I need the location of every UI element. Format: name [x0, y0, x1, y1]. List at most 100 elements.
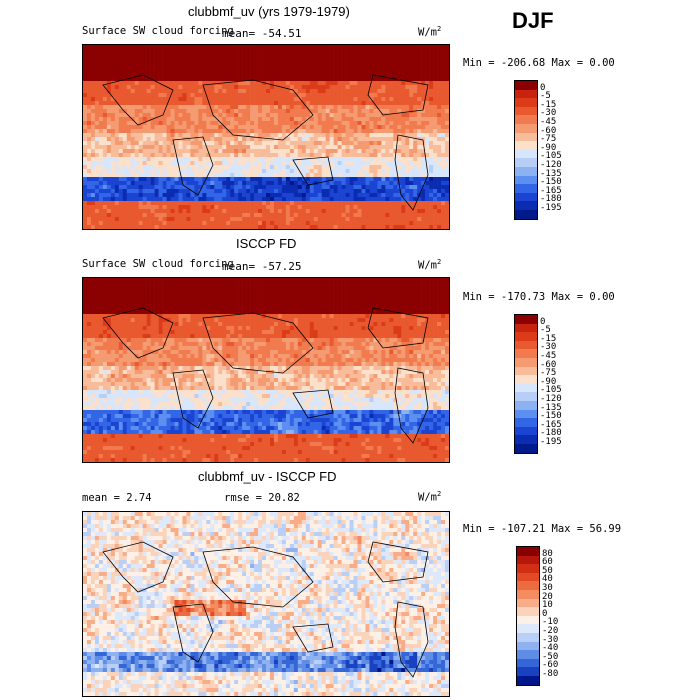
heatmap-cell [321, 290, 326, 295]
heatmap-cell [369, 101, 374, 106]
heatmap-cell [289, 89, 295, 94]
heatmap-cell [90, 129, 96, 134]
heatmap-cell [86, 65, 92, 70]
heatmap-cell [226, 101, 231, 106]
heatmap-cell [242, 109, 247, 114]
heatmap-cell [425, 197, 430, 202]
heatmap-cell [273, 189, 279, 194]
heatmap-cell [321, 205, 326, 210]
heatmap-cell [246, 193, 251, 198]
heatmap-cell [385, 282, 390, 287]
heatmap-cell [401, 173, 406, 178]
heatmap-cell [250, 105, 255, 110]
heatmap-cell [393, 125, 398, 130]
heatmap-cell [429, 69, 434, 74]
heatmap-cell [230, 129, 235, 134]
heatmap-cell [186, 85, 191, 90]
heatmap-cell [130, 282, 136, 287]
heatmap-cell [258, 105, 263, 110]
heatmap-cell [421, 225, 426, 229]
heatmap-cell [313, 157, 319, 162]
heatmap-cell [437, 141, 442, 146]
heatmap-cell [393, 282, 398, 287]
heatmap-cell [194, 282, 199, 287]
heatmap-cell [210, 81, 215, 86]
map-model [82, 44, 450, 230]
heatmap-cell [333, 105, 338, 110]
heatmap-cell [246, 145, 251, 150]
heatmap-cell [178, 153, 183, 158]
heatmap-cell [174, 137, 179, 142]
heatmap-cell [313, 185, 319, 190]
colorbar-tick-label: -45 [540, 117, 557, 127]
heatmap-cell [349, 193, 354, 198]
heatmap-cell [166, 53, 171, 58]
heatmap-cell [305, 302, 311, 307]
heatmap-cell [122, 286, 128, 291]
heatmap-cell [246, 286, 251, 291]
heatmap-cell [341, 282, 346, 287]
heatmap-cell [269, 213, 275, 218]
heatmap-cell [230, 197, 235, 202]
heatmap-cell [349, 61, 354, 66]
heatmap-cell [218, 105, 223, 110]
heatmap-cell [130, 185, 136, 190]
heatmap-cell [222, 209, 227, 214]
heatmap-cell [130, 286, 136, 291]
heatmap-cell [401, 93, 406, 98]
heatmap-cell [445, 45, 449, 50]
heatmap-cell [277, 173, 283, 178]
heatmap-cell [222, 133, 227, 138]
heatmap-cell [417, 165, 422, 170]
heatmap-cell [210, 201, 215, 206]
heatmap-cell [182, 181, 187, 186]
heatmap-cell [222, 85, 227, 90]
heatmap-cell [433, 197, 438, 202]
heatmap-cell [381, 209, 386, 214]
heatmap-cell [258, 57, 263, 62]
heatmap-cell [210, 306, 215, 311]
heatmap-cell [178, 221, 183, 226]
heatmap-cell [210, 121, 215, 126]
heatmap-cell [289, 153, 295, 158]
heatmap-cell [98, 294, 104, 299]
heatmap-cell [445, 161, 449, 166]
colorbar-tick-label: -30 [540, 108, 557, 119]
heatmap-cell [218, 77, 223, 82]
heatmap-cell [417, 61, 422, 66]
heatmap-cell [365, 205, 370, 210]
heatmap-cell [405, 209, 410, 214]
heatmap-cell [297, 282, 303, 287]
heatmap-cell [266, 89, 271, 94]
heatmap-cell [186, 201, 191, 206]
heatmap-cell [218, 169, 223, 174]
heatmap-cell [114, 225, 120, 229]
heatmap-cell [83, 209, 88, 214]
heatmap-cell [313, 197, 319, 202]
heatmap-cell [293, 121, 299, 126]
heatmap-cell [445, 181, 449, 186]
heatmap-cell [341, 133, 346, 138]
heatmap-cell [106, 105, 112, 110]
heatmap-cell [114, 73, 120, 78]
heatmap-cell [421, 73, 426, 78]
heatmap-cell [281, 129, 287, 134]
heatmap-cell [262, 77, 267, 82]
heatmap-cell [186, 137, 191, 142]
heatmap-cell [365, 217, 370, 222]
heatmap-cell [194, 105, 199, 110]
heatmap-cell [293, 157, 299, 162]
heatmap-cell [146, 85, 151, 90]
heatmap-cell [142, 65, 147, 70]
heatmap-cell [210, 205, 215, 210]
heatmap-cell [377, 49, 382, 54]
heatmap-cell [83, 57, 88, 62]
heatmap-cell [234, 77, 239, 82]
heatmap-cell [90, 125, 96, 130]
heatmap-cell [262, 133, 267, 138]
heatmap-cell [214, 121, 219, 126]
heatmap-cell [269, 225, 275, 229]
heatmap-cell [401, 73, 406, 78]
heatmap-cell [166, 157, 171, 162]
heatmap-cell [266, 105, 271, 110]
